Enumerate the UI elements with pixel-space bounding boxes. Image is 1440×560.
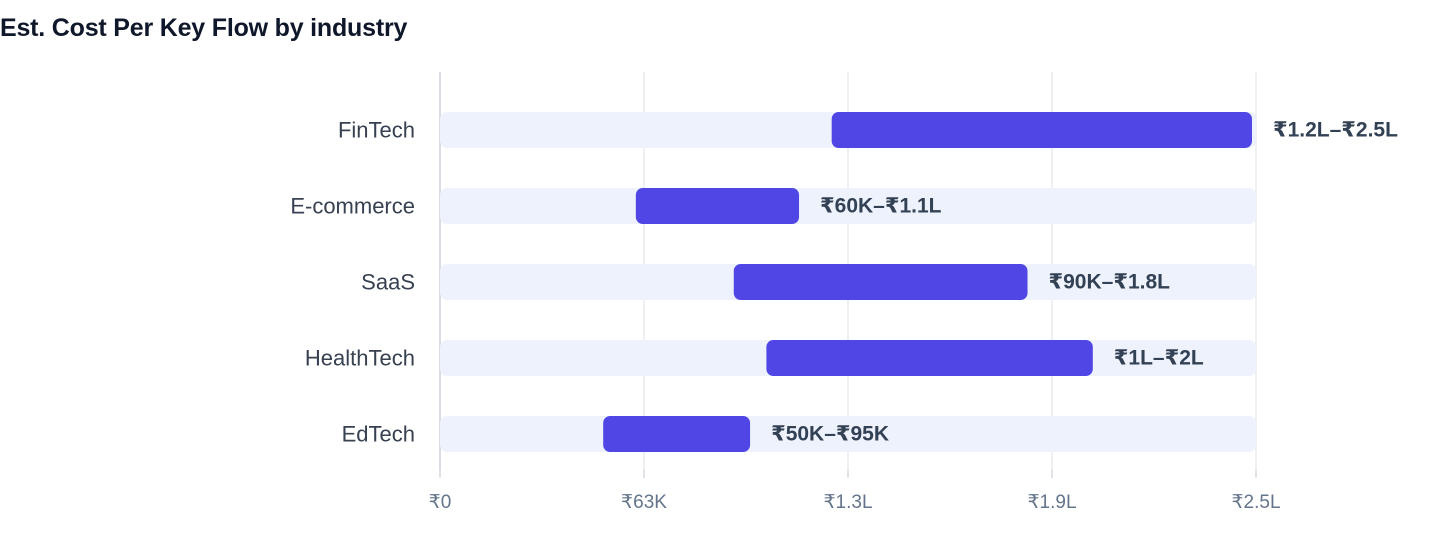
category-labels: FinTech E-commerce SaaS HealthTech EdTech [290, 118, 415, 447]
x-tick-label: ₹63K [621, 492, 667, 513]
x-axis-ticks: ₹0 ₹63K ₹1.3L ₹1.9L ₹2.5L [429, 470, 1281, 513]
x-tick-label: ₹1.3L [823, 492, 872, 513]
category-label: E-commerce [290, 194, 415, 219]
x-tick-label: ₹1.9L [1027, 492, 1076, 513]
value-label: ₹1L–₹2L [1114, 347, 1204, 370]
value-label: ₹50K–₹95K [771, 423, 889, 446]
x-tick-label: ₹0 [429, 492, 452, 513]
category-label: FinTech [338, 118, 415, 143]
value-label: ₹1.2L–₹2.5L [1273, 119, 1398, 142]
value-label: ₹60K–₹1.1L [820, 195, 942, 218]
value-label: ₹90K–₹1.8L [1049, 271, 1171, 294]
range-bar [603, 416, 751, 452]
range-bars [603, 112, 1252, 452]
chart-title: Est. Cost Per Key Flow by industry [0, 14, 408, 42]
range-bar [831, 112, 1252, 148]
category-label: SaaS [361, 270, 415, 295]
range-bar [635, 188, 800, 224]
range-bar [733, 264, 1028, 300]
category-label: HealthTech [305, 346, 415, 371]
value-labels: ₹1.2L–₹2.5L ₹60K–₹1.1L ₹90K–₹1.8L ₹1L–₹2L ₹5… [771, 119, 1398, 446]
x-tick-label: ₹2.5L [1231, 492, 1280, 513]
category-label: EdTech [342, 422, 415, 447]
range-bar [766, 340, 1093, 376]
